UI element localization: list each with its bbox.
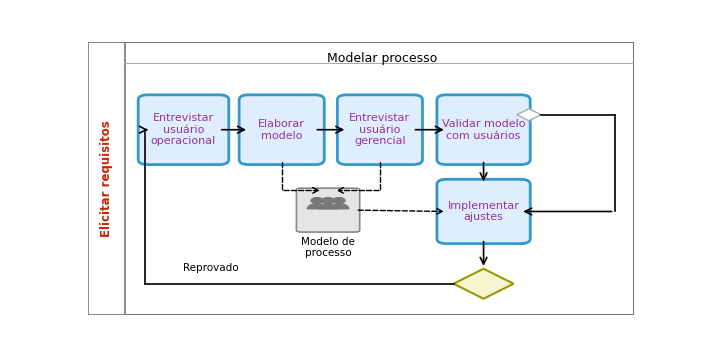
Wedge shape: [318, 204, 338, 209]
Text: Elicitar requisitos: Elicitar requisitos: [100, 120, 113, 237]
FancyBboxPatch shape: [296, 188, 360, 232]
Text: Entrevistar
usuário
operacional: Entrevistar usuário operacional: [151, 113, 216, 146]
FancyBboxPatch shape: [239, 95, 325, 165]
FancyBboxPatch shape: [437, 179, 530, 244]
FancyBboxPatch shape: [337, 95, 422, 165]
Polygon shape: [517, 109, 541, 121]
Wedge shape: [308, 204, 327, 209]
Wedge shape: [329, 204, 348, 209]
Text: Elaborar
modelo: Elaborar modelo: [258, 119, 305, 141]
FancyBboxPatch shape: [138, 95, 229, 165]
Text: Validar modelo
com usuários: Validar modelo com usuários: [442, 119, 525, 141]
Circle shape: [311, 198, 323, 204]
Text: Reprovado: Reprovado: [184, 263, 239, 273]
Text: Implementar
ajustes: Implementar ajustes: [448, 201, 520, 222]
Text: Modelar processo: Modelar processo: [327, 52, 438, 65]
Polygon shape: [453, 269, 514, 299]
Text: Entrevistar
usuário
gerencial: Entrevistar usuário gerencial: [349, 113, 410, 146]
Circle shape: [333, 198, 345, 204]
Bar: [88, 42, 125, 315]
Circle shape: [322, 198, 334, 204]
Text: Modelo de
processo: Modelo de processo: [301, 237, 355, 258]
FancyBboxPatch shape: [437, 95, 530, 165]
